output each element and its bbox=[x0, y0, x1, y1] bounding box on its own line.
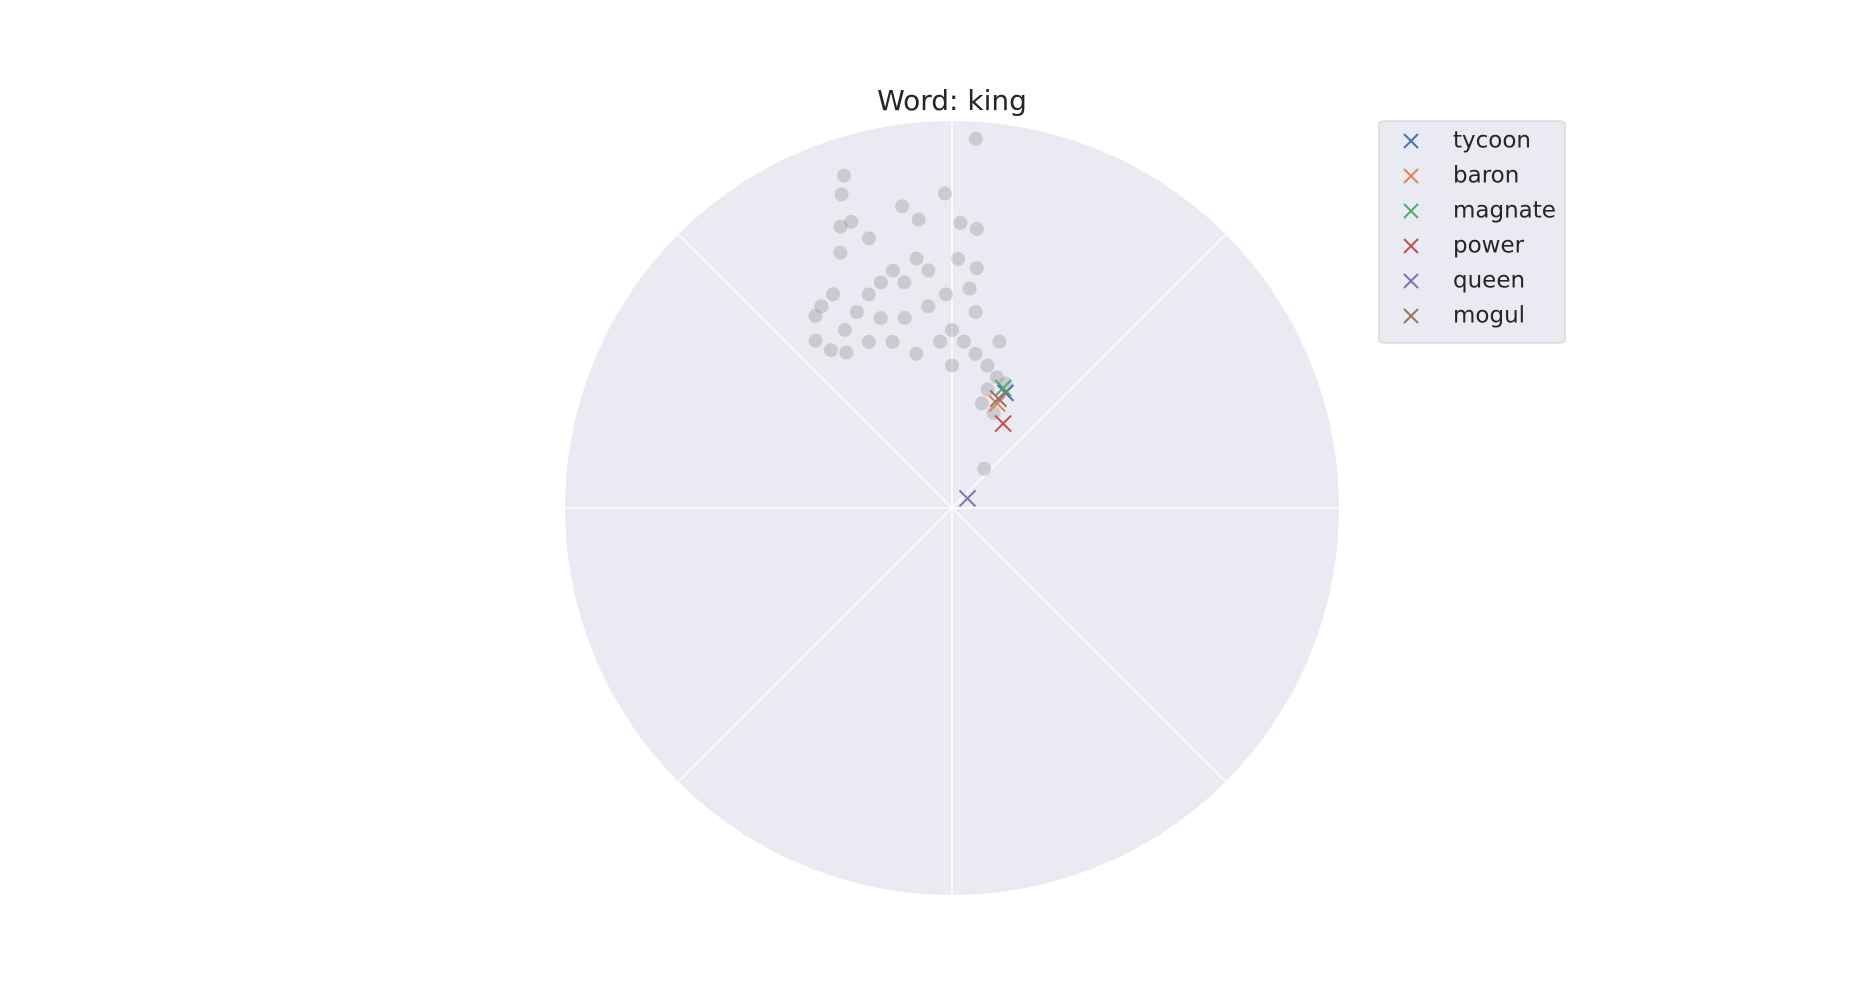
legend-marker bbox=[1403, 273, 1419, 289]
x-marker bbox=[958, 489, 977, 508]
point bbox=[826, 287, 841, 302]
point bbox=[980, 358, 995, 373]
legend-label: tycoon bbox=[1453, 128, 1531, 154]
point bbox=[833, 219, 848, 234]
point bbox=[937, 186, 952, 201]
point bbox=[962, 281, 977, 296]
point bbox=[861, 334, 876, 349]
grid-line bbox=[951, 233, 1227, 509]
grid-line bbox=[677, 233, 953, 509]
point bbox=[992, 334, 1007, 349]
chart-title: Word: king bbox=[877, 84, 1027, 117]
point bbox=[945, 322, 959, 337]
point bbox=[897, 310, 912, 325]
legend-label: baron bbox=[1453, 163, 1519, 189]
point bbox=[968, 305, 983, 320]
legend-marker bbox=[1403, 168, 1419, 184]
point bbox=[844, 214, 859, 229]
x-marker bbox=[988, 394, 1006, 413]
grid-line bbox=[677, 507, 953, 783]
point bbox=[862, 231, 877, 246]
point bbox=[897, 275, 912, 290]
legend-label: magnate bbox=[1453, 198, 1556, 224]
x-marker bbox=[994, 379, 1012, 397]
point bbox=[885, 334, 900, 349]
point bbox=[873, 311, 888, 326]
point bbox=[945, 358, 959, 373]
legend-marker bbox=[1403, 203, 1419, 219]
point bbox=[951, 251, 966, 266]
point bbox=[953, 215, 968, 230]
point bbox=[834, 187, 849, 202]
point bbox=[911, 212, 926, 227]
point bbox=[808, 333, 823, 348]
point bbox=[861, 287, 876, 302]
point bbox=[956, 334, 971, 349]
point bbox=[837, 322, 852, 337]
point bbox=[909, 251, 924, 266]
point bbox=[885, 263, 900, 278]
point bbox=[939, 287, 954, 302]
point bbox=[969, 261, 984, 276]
point bbox=[974, 396, 989, 411]
point bbox=[823, 343, 838, 358]
point bbox=[814, 299, 829, 314]
point bbox=[968, 131, 983, 146]
point bbox=[839, 345, 854, 360]
legend-box bbox=[1378, 120, 1566, 344]
point bbox=[909, 346, 924, 361]
x-marker bbox=[994, 414, 1012, 433]
point bbox=[873, 275, 888, 290]
x-marker bbox=[989, 389, 1008, 408]
point bbox=[837, 168, 852, 183]
point bbox=[808, 308, 823, 323]
point bbox=[933, 334, 948, 349]
legend-marker bbox=[1403, 308, 1419, 324]
point bbox=[921, 299, 936, 314]
point bbox=[980, 382, 995, 397]
legend-label: mogul bbox=[1453, 303, 1525, 329]
legend-marker bbox=[1403, 133, 1419, 149]
legend-label: power bbox=[1453, 233, 1525, 259]
point bbox=[968, 346, 983, 361]
legend-label: queen bbox=[1453, 268, 1525, 294]
point bbox=[989, 370, 1004, 385]
point bbox=[849, 305, 864, 320]
point bbox=[833, 245, 848, 260]
legend-marker bbox=[1403, 238, 1419, 254]
point bbox=[895, 199, 910, 214]
point bbox=[977, 461, 992, 476]
point bbox=[969, 221, 984, 236]
point bbox=[921, 263, 936, 278]
grid-line bbox=[951, 507, 1227, 783]
